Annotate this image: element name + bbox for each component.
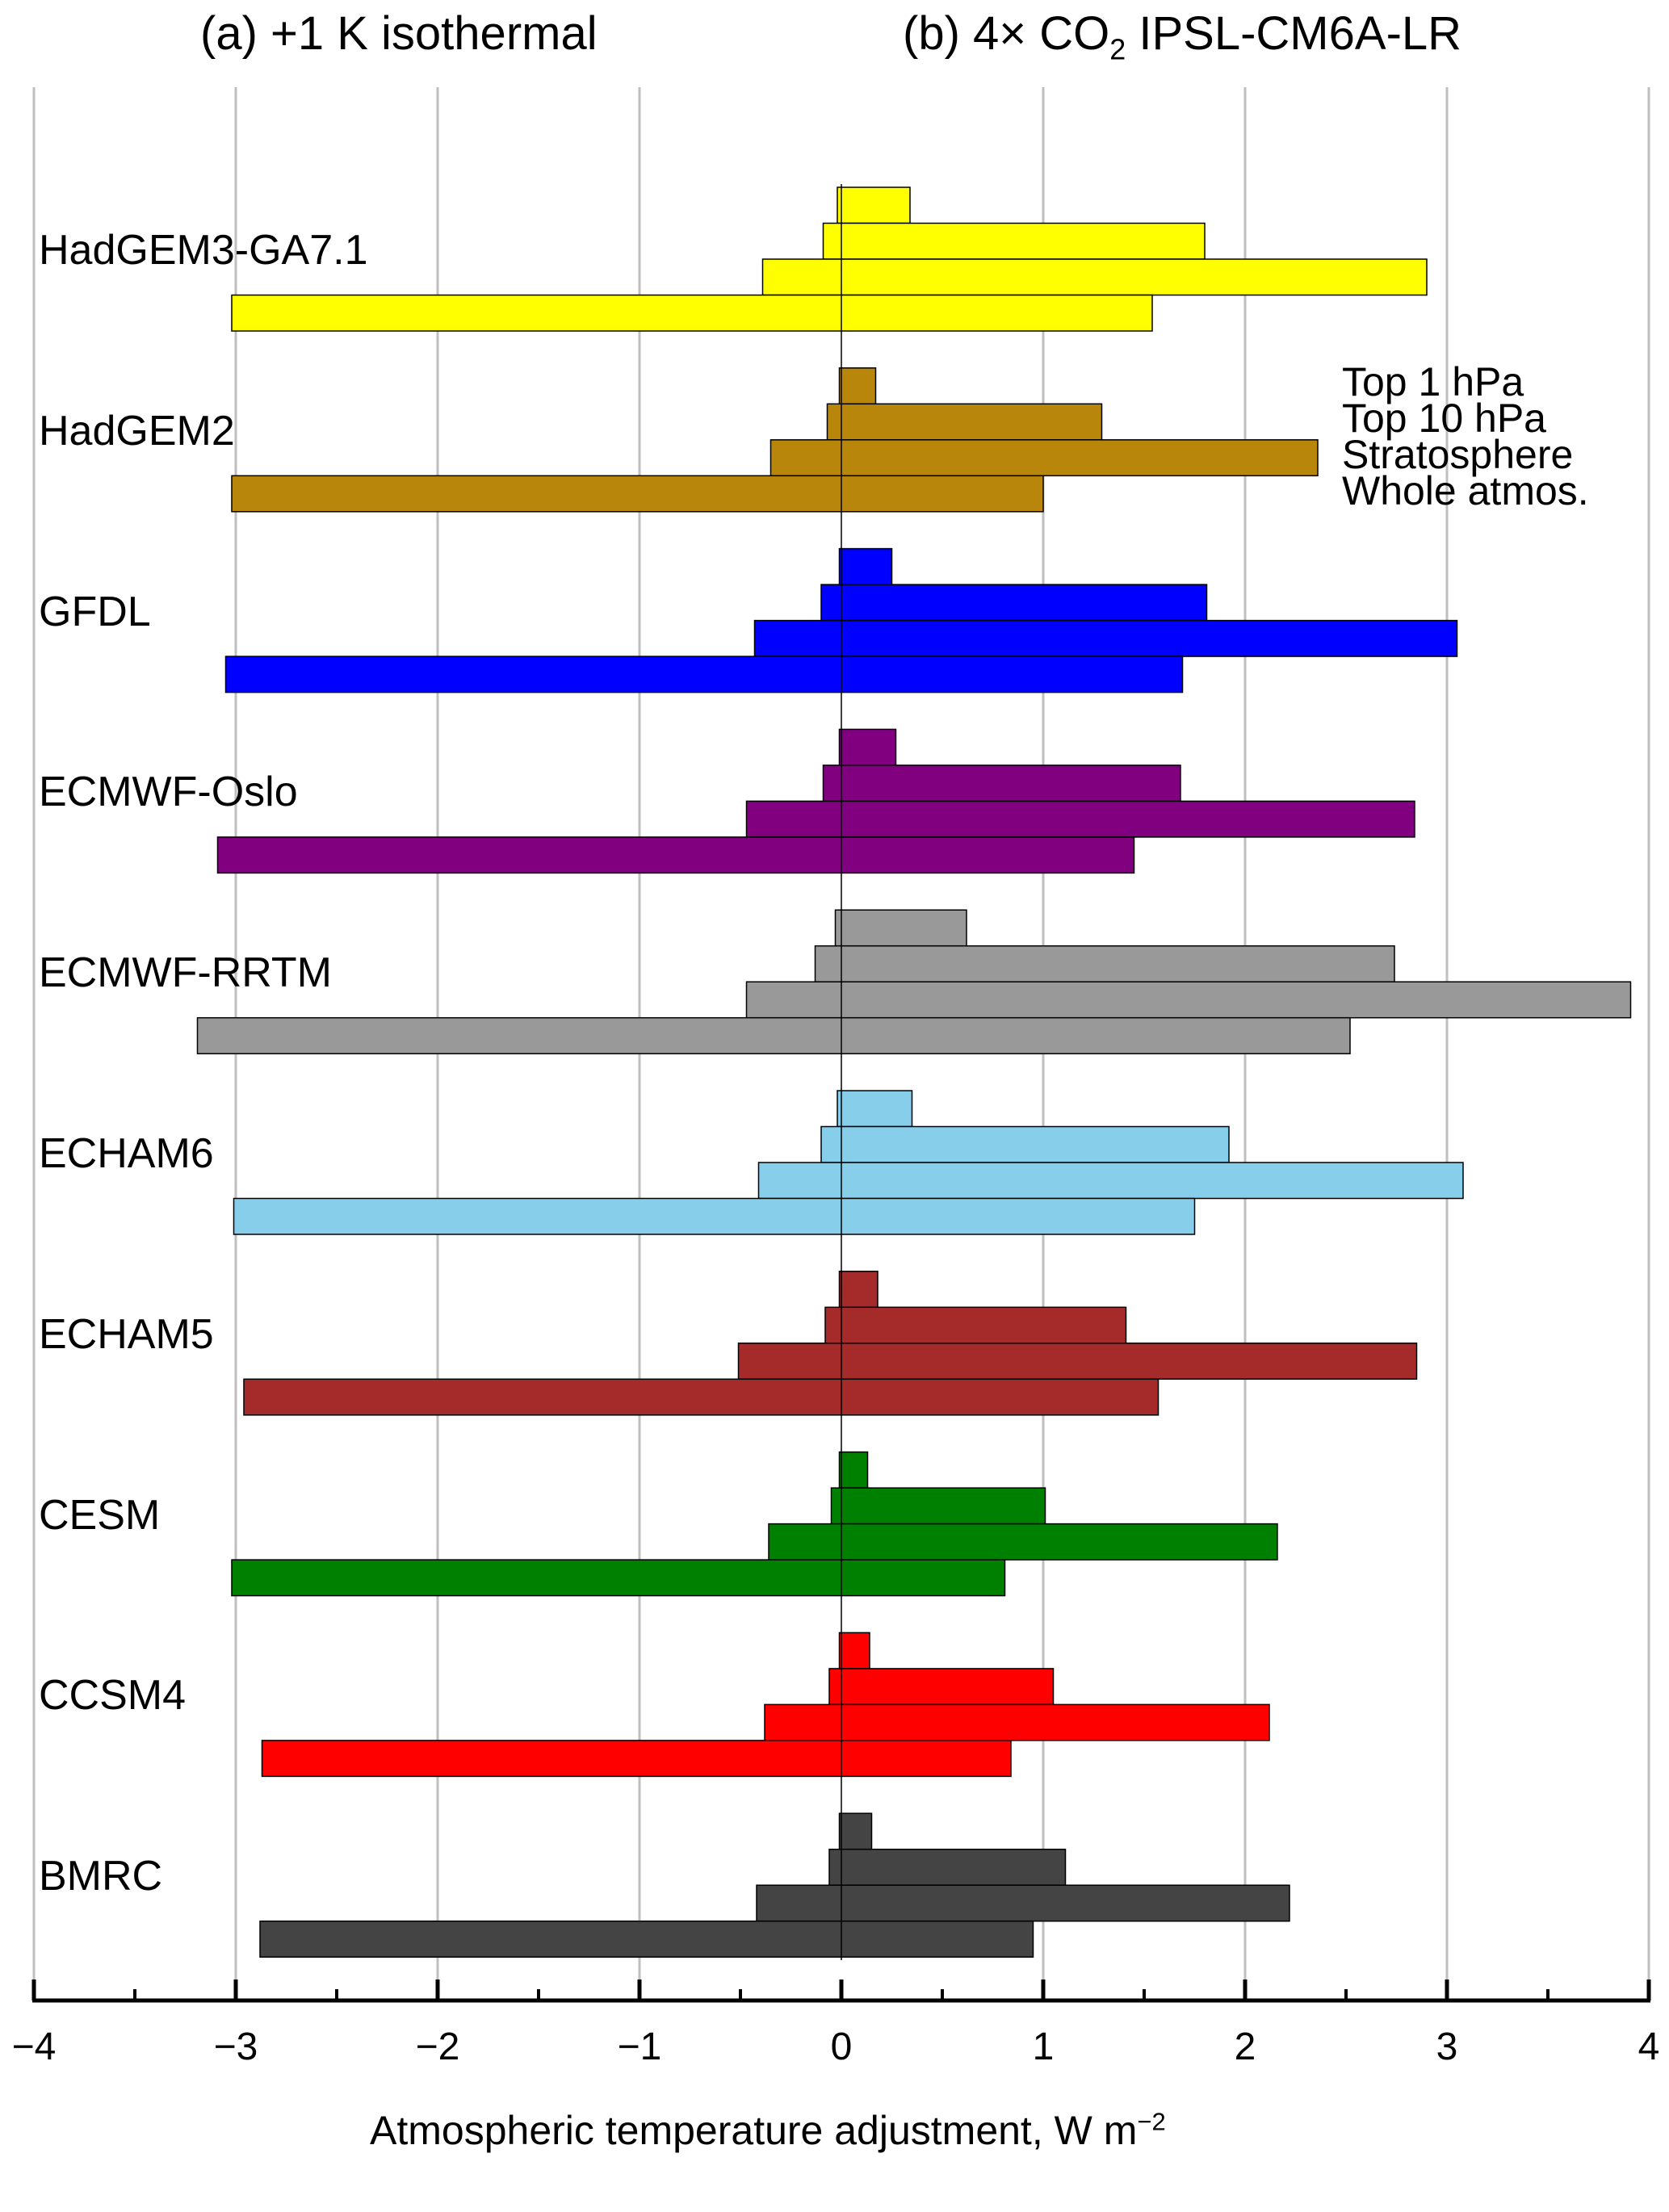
bar-group: [261, 1632, 1270, 1778]
bar: [770, 439, 1319, 477]
bar: [822, 765, 1181, 802]
bar: [259, 1920, 1034, 1958]
bar: [824, 1306, 1127, 1344]
bar: [814, 945, 1395, 982]
x-tick-label: 4: [1638, 2026, 1660, 2068]
bar: [828, 1848, 1067, 1886]
model-label: HadGEM2: [39, 407, 235, 455]
bar: [822, 222, 1206, 260]
bar: [830, 1487, 1046, 1525]
x-axis: [31, 1979, 1651, 2003]
x-axis-label-text: Atmospheric temperature adjustment, W m: [370, 2108, 1138, 2153]
bar-group: [224, 547, 1458, 693]
bar: [837, 1090, 913, 1128]
bar: [261, 1740, 1012, 1778]
bar: [745, 981, 1632, 1019]
model-label: GFDL: [39, 588, 151, 635]
bar-group: [216, 728, 1415, 874]
bar: [826, 403, 1103, 441]
model-label: ECHAM5: [39, 1310, 214, 1358]
bar: [745, 800, 1415, 838]
model-label: ECMWF-RRTM: [39, 949, 332, 997]
x-axis-label: Atmospheric temperature adjustment, W m−…: [370, 2107, 1166, 2154]
x-tick-label: −2: [415, 2026, 460, 2068]
bar: [231, 1559, 1006, 1597]
model-label: CESM: [39, 1491, 161, 1539]
panel-title-b: (b) 4× CO2 IPSL-CM6A-LR: [903, 6, 1461, 67]
legend-item: Whole atmos.: [1342, 468, 1589, 513]
bar: [233, 1197, 1196, 1235]
bar: [834, 909, 967, 947]
bar: [231, 475, 1044, 513]
bar-group: [243, 1271, 1418, 1416]
model-label: ECHAM6: [39, 1130, 214, 1177]
model-label: CCSM4: [39, 1672, 187, 1720]
x-tick-label: 0: [830, 2026, 853, 2068]
bar: [756, 1884, 1290, 1922]
panel-title-a: (a) +1 K isothermal: [200, 7, 598, 60]
bar: [231, 294, 1153, 332]
bar-group: [196, 909, 1632, 1054]
bar: [737, 1343, 1418, 1380]
bar-group: [233, 1090, 1464, 1235]
bar: [838, 728, 897, 766]
x-tick-label: −1: [617, 2026, 662, 2068]
bar: [838, 1632, 870, 1669]
model-label: HadGEM3-GA7.1: [39, 227, 368, 274]
bar: [753, 619, 1458, 657]
bar: [757, 1162, 1464, 1200]
bar: [764, 1703, 1270, 1741]
x-tick-label: 3: [1436, 2026, 1458, 2068]
panel-title-b-suffix: IPSL-CM6A-LR: [1126, 7, 1462, 60]
bar: [828, 1668, 1055, 1706]
x-tick-label: 1: [1032, 2026, 1055, 2068]
bar: [838, 547, 893, 585]
x-tick-label: −3: [213, 2026, 258, 2068]
panel-title-b-prefix: (b) 4× CO: [903, 7, 1110, 60]
bar: [837, 186, 911, 224]
bar-group: [231, 1451, 1278, 1597]
bar-group: [231, 186, 1428, 332]
x-axis-label-exponent: −2: [1137, 2107, 1166, 2136]
x-tick-label: −4: [11, 2026, 57, 2068]
legend-item: Stratosphere: [1342, 432, 1574, 477]
model-label: ECMWF-Oslo: [39, 769, 298, 816]
bar: [216, 836, 1135, 874]
bar: [838, 1271, 879, 1309]
bar: [838, 1812, 873, 1850]
bar: [838, 1451, 869, 1489]
legend-item: Top 10 hPa: [1342, 396, 1546, 441]
bar: [243, 1378, 1159, 1416]
model-label: BMRC: [39, 1853, 163, 1900]
bar: [820, 584, 1208, 622]
x-tick-label: 2: [1234, 2026, 1256, 2068]
bar: [820, 1125, 1230, 1163]
bar-group: [231, 367, 1319, 513]
bar-groups: [196, 186, 1632, 1958]
panel-title-b-subscript: 2: [1109, 32, 1126, 66]
bar: [761, 258, 1428, 296]
bar: [196, 1016, 1351, 1054]
legend-item: Top 1 hPa: [1342, 359, 1524, 404]
bar: [224, 656, 1184, 693]
bar: [768, 1523, 1278, 1561]
bar-group: [259, 1812, 1290, 1958]
bar: [838, 367, 877, 405]
